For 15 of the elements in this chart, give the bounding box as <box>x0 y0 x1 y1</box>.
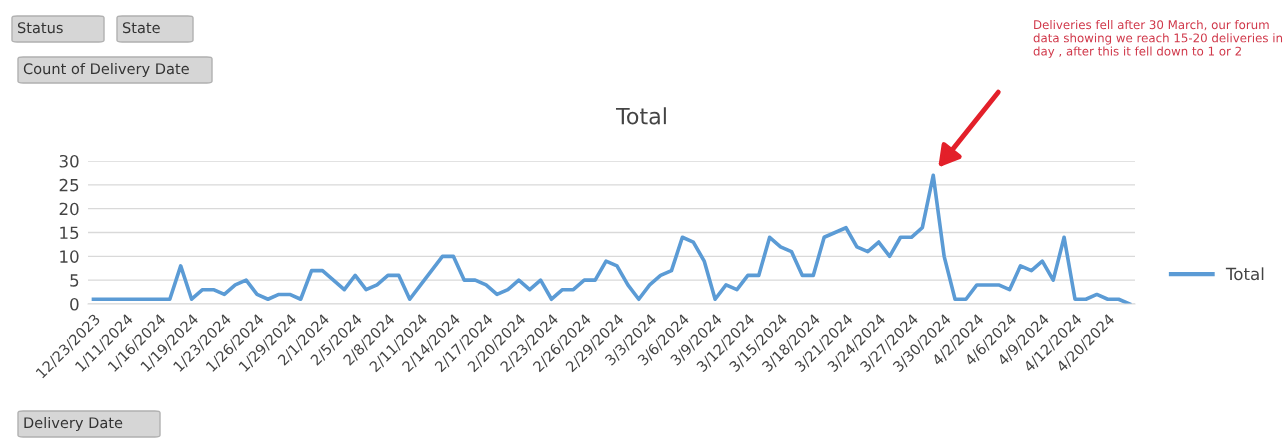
text: Count of Delivery Date <box>23 62 189 78</box>
text: State <box>122 22 160 34</box>
chart-title: Total <box>615 107 666 125</box>
text: Delivery Date <box>24 416 123 432</box>
y-tick-label: 5 <box>70 274 79 287</box>
y-tick-label: 10 <box>60 250 79 263</box>
line-series <box>91 173 1132 304</box>
y-tick-label: 20 <box>59 202 79 216</box>
legend-label: Total <box>1225 267 1264 281</box>
text: Deliveries fell after 30 March, our forum data showing we reach 15-20 deliveries in day , after this it fell down to 1 or 2 <box>1033 20 1283 58</box>
y-tick-label: 25 <box>59 178 79 192</box>
y-tick-label: 0 <box>70 297 79 311</box>
y-tick-label: 15 <box>60 226 79 240</box>
y-tick-label: 30 <box>59 154 79 168</box>
text: Status <box>17 22 63 34</box>
